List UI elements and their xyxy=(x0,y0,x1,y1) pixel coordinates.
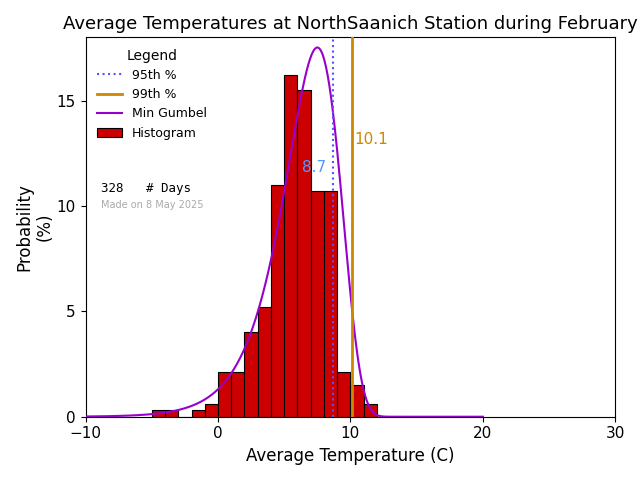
Bar xyxy=(271,185,284,417)
Bar xyxy=(284,75,298,417)
Bar xyxy=(152,410,165,417)
Text: 10.1: 10.1 xyxy=(355,132,388,147)
Bar xyxy=(364,404,377,417)
Bar xyxy=(165,410,179,417)
Bar xyxy=(351,385,364,417)
Bar xyxy=(310,191,324,417)
Bar xyxy=(244,333,258,417)
Bar xyxy=(298,90,310,417)
Bar xyxy=(337,372,351,417)
Bar xyxy=(191,410,205,417)
Bar xyxy=(205,404,218,417)
Title: Average Temperatures at NorthSaanich Station during February: Average Temperatures at NorthSaanich Sta… xyxy=(63,15,638,33)
Legend: 95th %, 99th %, Min Gumbel, Histogram: 95th %, 99th %, Min Gumbel, Histogram xyxy=(92,44,212,144)
X-axis label: Average Temperature (C): Average Temperature (C) xyxy=(246,447,454,465)
Bar xyxy=(324,191,337,417)
Text: Made on 8 May 2025: Made on 8 May 2025 xyxy=(102,201,204,210)
Text: 8.7: 8.7 xyxy=(303,159,326,175)
Bar xyxy=(218,372,231,417)
Bar xyxy=(231,372,244,417)
Y-axis label: Probability
(%): Probability (%) xyxy=(15,183,54,271)
Text: 328   # Days: 328 # Days xyxy=(102,181,191,194)
Bar xyxy=(258,307,271,417)
